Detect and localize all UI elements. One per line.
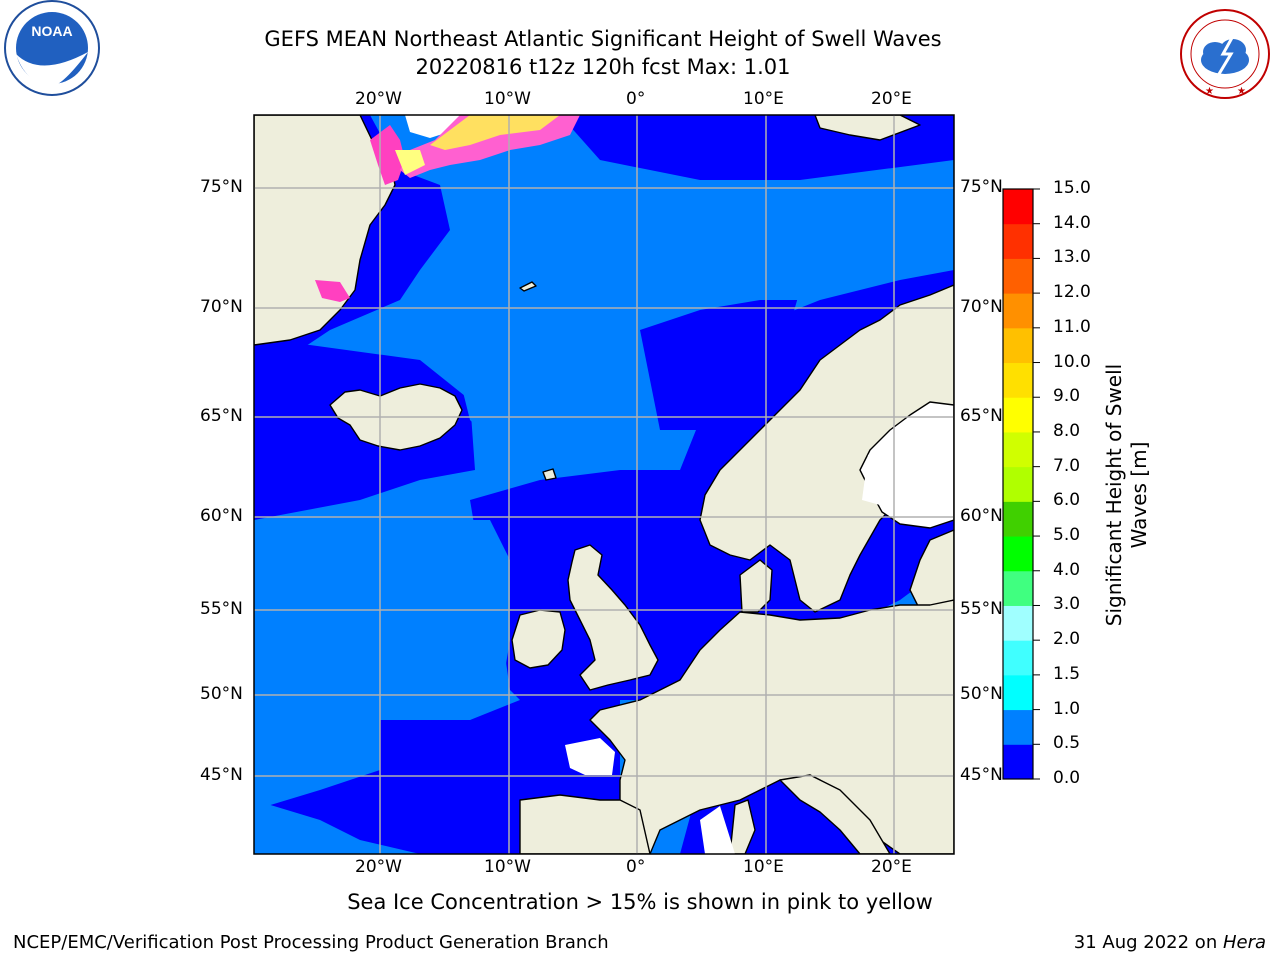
chart-title: GEFS MEAN Northeast Atlantic Significant… (264, 27, 942, 51)
sea-ice-note: Sea Ice Concentration > 15% is shown in … (347, 890, 933, 914)
colorbar-tick-label: 11.0 (1053, 316, 1091, 337)
svg-text:★: ★ (1205, 86, 1214, 97)
footer-date: 31 Aug 2022 on Hera (1074, 932, 1266, 953)
nws-logo: ★ ★ (1180, 9, 1270, 99)
colorbar-segment (1003, 293, 1033, 329)
ireland (511, 609, 566, 669)
colorbar-segment (1003, 327, 1033, 364)
colorbar-segment (1003, 189, 1033, 225)
colorbar-segment (1003, 570, 1033, 606)
colorbar-segment (1003, 709, 1033, 745)
iberia (519, 794, 651, 854)
colorbar-tick-label: 4.0 (1053, 559, 1081, 580)
lat-label-left: 50°N (200, 684, 243, 704)
colorbar-tick-label: 2.0 (1053, 629, 1081, 650)
colorbar-segment (1003, 640, 1033, 676)
colorbar-segment (1003, 223, 1033, 259)
map-frame (253, 114, 955, 855)
colorbar-tick-label: 15.0 (1053, 178, 1091, 198)
sea-ice (315, 115, 580, 302)
colorbar-tick-label: 6.0 (1053, 490, 1081, 511)
italy (779, 774, 891, 854)
lon-label-top: 10°E (743, 89, 784, 109)
colorbar-segment (1003, 536, 1033, 572)
land-masses (254, 115, 954, 854)
colorbar-label: Significant Height of Swell Waves [m] (1102, 363, 1151, 627)
colorbar-tick-label: 9.0 (1053, 386, 1081, 407)
lat-label-left: 75°N (200, 177, 243, 197)
colorbar-segment (1003, 362, 1033, 398)
lon-label-bottom: 20°E (871, 857, 912, 877)
colorbar-tick-label: 0.5 (1053, 733, 1081, 754)
lon-label-bottom: 0° (626, 857, 646, 877)
lat-label-right: 45°N (960, 765, 1003, 785)
lat-label-right: 75°N (960, 177, 1003, 197)
lon-label-top: 10°W (484, 89, 531, 109)
colorbar-tick-label: 5.0 (1053, 525, 1081, 546)
lat-label-left: 60°N (200, 506, 243, 526)
colorbar-segment (1003, 501, 1033, 537)
colorbar-tick-label: 8.0 (1053, 420, 1081, 441)
colorbar-segment (1003, 431, 1033, 468)
graticule (254, 115, 954, 854)
footer-machine: Hera (1222, 932, 1266, 953)
colorbar-segment (1003, 397, 1033, 433)
lat-label-left: 65°N (200, 406, 243, 426)
noaa-logo: NOAA (4, 0, 100, 96)
lat-label-right: 65°N (960, 406, 1003, 426)
lat-label-right: 50°N (960, 684, 1003, 704)
colorbar-tick-label: 14.0 (1053, 212, 1091, 233)
footer-date-text: 31 Aug 2022 on (1073, 932, 1223, 953)
lat-label-right: 55°N (960, 599, 1003, 619)
colorbar-segment (1003, 258, 1033, 294)
lat-label-right: 70°N (960, 297, 1003, 317)
colorbar-tick-label: 12.0 (1053, 282, 1091, 303)
colorbar-tick-label: 1.0 (1053, 698, 1081, 719)
colorbar-tick-label: 7.0 (1053, 455, 1081, 476)
svg-text:★: ★ (1237, 86, 1246, 97)
colorbar-tick-label: 10.0 (1053, 351, 1091, 372)
lon-label-top: 20°E (871, 89, 912, 109)
colorbar-tick-label: 0.0 (1053, 768, 1081, 788)
colorbar-segment (1003, 605, 1033, 641)
footer-credit: NCEP/EMC/Verification Post Processing Pr… (13, 932, 609, 953)
no-data-regions (405, 115, 902, 854)
lon-label-top: 20°W (355, 89, 402, 109)
colorbar-tick-label: 1.5 (1053, 663, 1081, 684)
lat-label-left: 70°N (200, 297, 243, 317)
colorbar-tick-label: 13.0 (1053, 247, 1091, 268)
lon-label-bottom: 10°E (743, 857, 784, 877)
chart-subtitle: 20220816 t12z 120h fcst Max: 1.01 (415, 55, 791, 79)
lat-label-left: 55°N (200, 599, 243, 619)
great-britain (567, 544, 659, 691)
lon-label-bottom: 20°W (355, 857, 402, 877)
lat-label-left: 45°N (200, 765, 243, 785)
colorbar-segment (1003, 674, 1033, 711)
colorbar-tick-label: 3.0 (1053, 594, 1081, 615)
colorbar-segment (1003, 744, 1033, 780)
lat-label-right: 60°N (960, 506, 1003, 526)
lon-label-bottom: 10°W (484, 857, 531, 877)
colorbar (1002, 188, 1040, 780)
lon-label-top: 0° (626, 89, 646, 109)
colorbar-segment (1003, 466, 1033, 502)
noaa-logo-text: NOAA (31, 23, 72, 39)
